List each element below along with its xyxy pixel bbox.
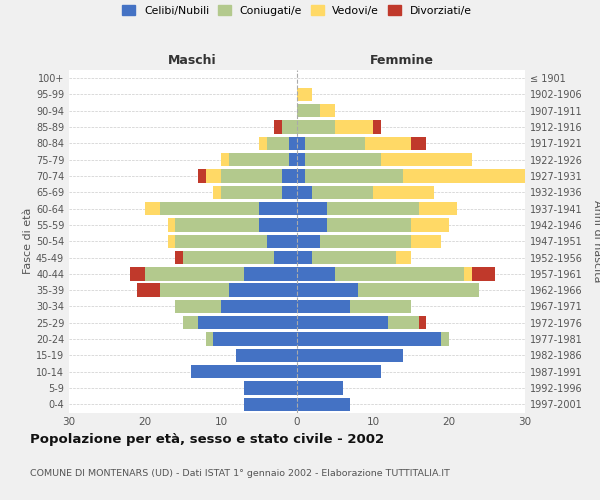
Y-axis label: Fasce di età: Fasce di età — [23, 208, 33, 274]
Bar — [229, 284, 297, 297]
Bar — [297, 104, 320, 118]
Bar — [137, 284, 160, 297]
Text: COMUNE DI MONTENARS (UD) - Dati ISTAT 1° gennaio 2002 - Elaborazione TUTTITALIA.: COMUNE DI MONTENARS (UD) - Dati ISTAT 1°… — [30, 469, 450, 478]
Bar — [297, 316, 388, 330]
Bar — [236, 348, 297, 362]
Bar — [175, 300, 221, 313]
Text: Maschi: Maschi — [168, 54, 217, 66]
Bar — [160, 284, 229, 297]
Bar — [282, 170, 297, 182]
Bar — [388, 316, 419, 330]
Bar — [274, 120, 282, 134]
Bar — [297, 267, 335, 280]
Bar — [403, 170, 556, 182]
Bar — [297, 136, 305, 150]
Bar — [274, 251, 297, 264]
Bar — [175, 218, 259, 232]
Bar — [320, 234, 411, 248]
Bar — [411, 218, 449, 232]
Bar — [168, 218, 175, 232]
Bar — [198, 316, 297, 330]
Bar — [221, 300, 297, 313]
Bar — [282, 186, 297, 199]
Bar — [244, 267, 297, 280]
Bar — [214, 186, 221, 199]
Bar — [297, 365, 380, 378]
Bar — [183, 316, 198, 330]
Bar — [442, 332, 449, 346]
Bar — [229, 153, 289, 166]
Bar — [328, 202, 419, 215]
Bar — [297, 120, 335, 134]
Bar — [411, 234, 442, 248]
Bar — [289, 153, 297, 166]
Bar — [130, 267, 145, 280]
Bar — [289, 136, 297, 150]
Bar — [312, 251, 396, 264]
Bar — [221, 153, 229, 166]
Bar — [328, 218, 411, 232]
Bar — [266, 136, 289, 150]
Bar — [244, 382, 297, 394]
Bar — [297, 234, 320, 248]
Y-axis label: Anni di nascita: Anni di nascita — [592, 200, 600, 282]
Bar — [335, 120, 373, 134]
Bar — [396, 251, 411, 264]
Bar — [297, 88, 312, 101]
Bar — [297, 300, 350, 313]
Bar — [183, 251, 274, 264]
Bar — [373, 120, 380, 134]
Bar — [297, 284, 358, 297]
Bar — [297, 382, 343, 394]
Bar — [297, 398, 350, 411]
Text: Popolazione per età, sesso e stato civile - 2002: Popolazione per età, sesso e stato civil… — [30, 432, 384, 446]
Bar — [282, 120, 297, 134]
Bar — [191, 365, 297, 378]
Text: Femmine: Femmine — [370, 54, 434, 66]
Bar — [266, 234, 297, 248]
Bar — [297, 153, 305, 166]
Bar — [358, 284, 479, 297]
Bar — [297, 202, 328, 215]
Bar — [214, 332, 297, 346]
Bar — [472, 267, 494, 280]
Bar — [206, 332, 214, 346]
Bar — [259, 202, 297, 215]
Bar — [198, 170, 206, 182]
Bar — [145, 202, 160, 215]
Bar — [297, 170, 305, 182]
Bar — [312, 186, 373, 199]
Bar — [305, 153, 380, 166]
Bar — [221, 186, 282, 199]
Bar — [160, 202, 259, 215]
Bar — [297, 251, 312, 264]
Bar — [168, 234, 175, 248]
Bar — [297, 332, 442, 346]
Bar — [175, 234, 266, 248]
Bar — [305, 136, 365, 150]
Bar — [175, 251, 183, 264]
Bar — [305, 170, 403, 182]
Legend: Celibi/Nubili, Coniugati/e, Vedovi/e, Divorziati/e: Celibi/Nubili, Coniugati/e, Vedovi/e, Di… — [122, 6, 472, 16]
Bar — [350, 300, 411, 313]
Bar — [244, 398, 297, 411]
Bar — [297, 186, 312, 199]
Bar — [373, 186, 434, 199]
Bar — [419, 316, 426, 330]
Bar — [145, 267, 244, 280]
Bar — [365, 136, 411, 150]
Bar — [320, 104, 335, 118]
Bar — [221, 170, 282, 182]
Bar — [335, 267, 464, 280]
Bar — [259, 218, 297, 232]
Bar — [464, 267, 472, 280]
Bar — [206, 170, 221, 182]
Bar — [419, 202, 457, 215]
Bar — [297, 218, 328, 232]
Bar — [297, 348, 403, 362]
Bar — [259, 136, 266, 150]
Bar — [411, 136, 426, 150]
Bar — [380, 153, 472, 166]
